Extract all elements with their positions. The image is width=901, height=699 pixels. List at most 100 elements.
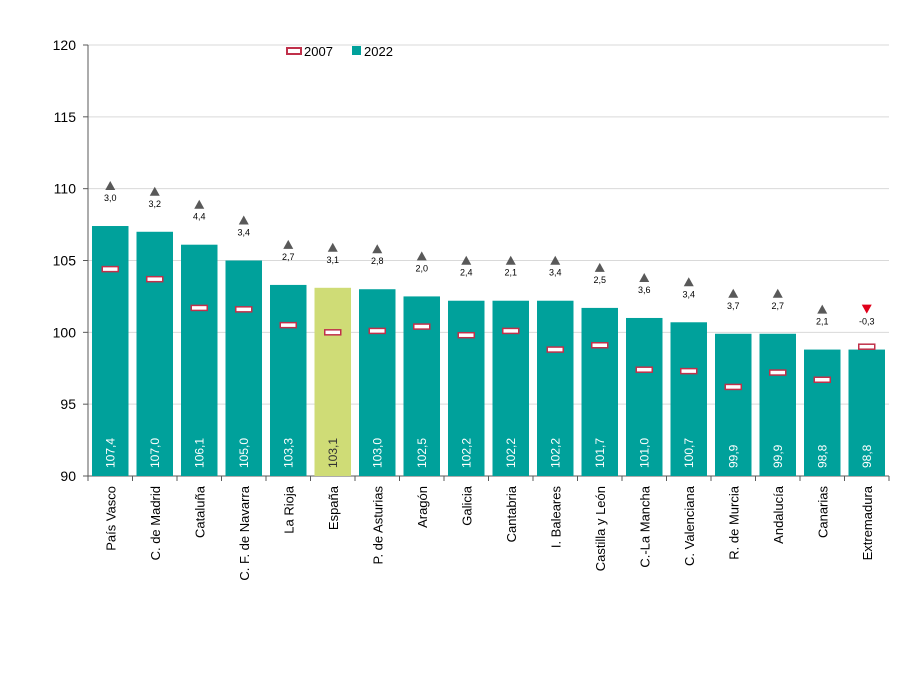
bar-12 [626, 317, 663, 476]
category-label: Aragón [415, 486, 430, 528]
legend: 2007 2022 [286, 44, 393, 59]
category-label: Extremadura [860, 485, 875, 560]
up-triangle-icon [683, 277, 694, 287]
up-triangle-icon [238, 215, 249, 225]
bar-15 [759, 333, 796, 476]
bar-value-label: 100,7 [682, 438, 696, 468]
change-label: 3,6 [638, 285, 651, 295]
bar-1 [136, 231, 173, 476]
down-triangle-icon [861, 304, 872, 314]
bar-14 [715, 333, 752, 476]
bar-17 [848, 349, 885, 476]
marker-2007 [591, 342, 609, 349]
legend-swatch-2007 [286, 47, 302, 55]
marker-2007 [101, 265, 119, 273]
bar-value-label: 98,8 [815, 444, 829, 468]
marker-2007 [190, 304, 208, 312]
change-label: 2,1 [504, 268, 517, 278]
up-triangle-icon [728, 288, 739, 298]
bar-value-label: 107,4 [103, 438, 117, 468]
category-label: La Rioja [281, 485, 296, 533]
marker-2007 [769, 369, 787, 376]
up-triangle-icon [105, 181, 116, 191]
legend-label-2022: 2022 [364, 44, 393, 59]
y-tick-label: 100 [53, 324, 77, 340]
change-label: 4,4 [193, 212, 206, 222]
bars: 107,4 107,0 106,1 105,0 103,3 103,1 103,0 102,5… [92, 226, 885, 476]
change-label: 3,4 [682, 289, 695, 299]
y-tick-label: 105 [53, 253, 77, 269]
change-label: 3,0 [104, 193, 117, 203]
category-label: C. Valenciana [682, 485, 697, 566]
bar-11 [581, 307, 618, 476]
bar-2 [181, 244, 218, 476]
category-label: Castilla y León [593, 486, 608, 571]
marker-2007 [279, 321, 297, 329]
marker-2007 [502, 327, 520, 335]
marker-2007 [724, 383, 742, 391]
up-triangle-icon [416, 251, 427, 261]
marker-2007 [413, 323, 431, 330]
up-triangle-icon [283, 239, 294, 249]
bar-6 [359, 289, 396, 476]
category-label: Andalucía [771, 485, 786, 544]
change-label: 3,4 [549, 268, 562, 278]
bar-value-label: 103,3 [281, 438, 295, 468]
category-label: Canarias [815, 486, 830, 539]
marker-2007 [146, 275, 164, 283]
category-label: País Vasco [103, 486, 118, 551]
bar-value-label: 99,9 [726, 444, 740, 468]
marker-2007 [813, 376, 831, 383]
change-label: 2,8 [371, 256, 384, 266]
bar-value-label: 101,7 [593, 438, 607, 468]
bar-value-label: 102,2 [504, 438, 518, 468]
marker-2007 [235, 306, 253, 313]
up-triangle-icon [772, 288, 783, 298]
change-label: 2,7 [282, 252, 295, 262]
y-axis: 90 95 100 105 110 115 120 [53, 37, 890, 484]
legend-swatch-2022 [352, 46, 361, 55]
bar-value-label: 101,0 [637, 438, 651, 468]
up-triangle-icon [149, 186, 160, 196]
bar-value-label: 102,5 [415, 438, 429, 468]
y-tick-label: 115 [54, 109, 77, 125]
category-label: C. de Madrid [148, 486, 163, 560]
change-label: 2,5 [593, 275, 606, 285]
marker-2007 [680, 367, 698, 375]
change-label: 2,7 [771, 301, 784, 311]
gridlines [88, 44, 889, 405]
category-label: Cataluña [192, 485, 207, 538]
bar-value-label: 107,0 [148, 438, 162, 468]
up-triangle-icon [327, 242, 338, 252]
change-label: 2,0 [415, 263, 428, 273]
category-label: C.-La Mancha [637, 485, 652, 567]
marker-2007 [635, 366, 653, 373]
bar-16 [804, 349, 841, 476]
y-tick-label: 90 [60, 468, 76, 484]
category-label: C. F. de Navarra [237, 485, 252, 580]
bar-value-label: 103,0 [370, 438, 384, 468]
up-triangle-icon [461, 255, 472, 265]
bar-8 [448, 300, 485, 476]
bar-3 [225, 260, 262, 476]
y-tick-label: 120 [53, 37, 77, 53]
category-labels: País Vasco C. de Madrid Cataluña C. F. de N… [103, 485, 875, 580]
change-label: 3,4 [237, 228, 250, 238]
marker-2007 [324, 329, 342, 336]
category-label: Galicia [459, 485, 474, 526]
bar-value-label: 102,2 [459, 438, 473, 468]
marker-2007 [546, 346, 564, 353]
up-triangle-icon [194, 199, 205, 209]
up-triangle-icon [817, 304, 828, 314]
marker-2007 [368, 327, 386, 335]
bar-10 [537, 300, 574, 476]
bar-value-label: 105,0 [237, 438, 251, 468]
marker-2007 [858, 343, 876, 350]
bar-4 [270, 284, 307, 476]
change-label: 3,2 [148, 199, 161, 209]
bar-13 [670, 322, 707, 476]
marker-2007 [457, 331, 475, 339]
y-tick-label: 95 [60, 396, 76, 412]
category-label: R. de Murcia [726, 485, 741, 559]
